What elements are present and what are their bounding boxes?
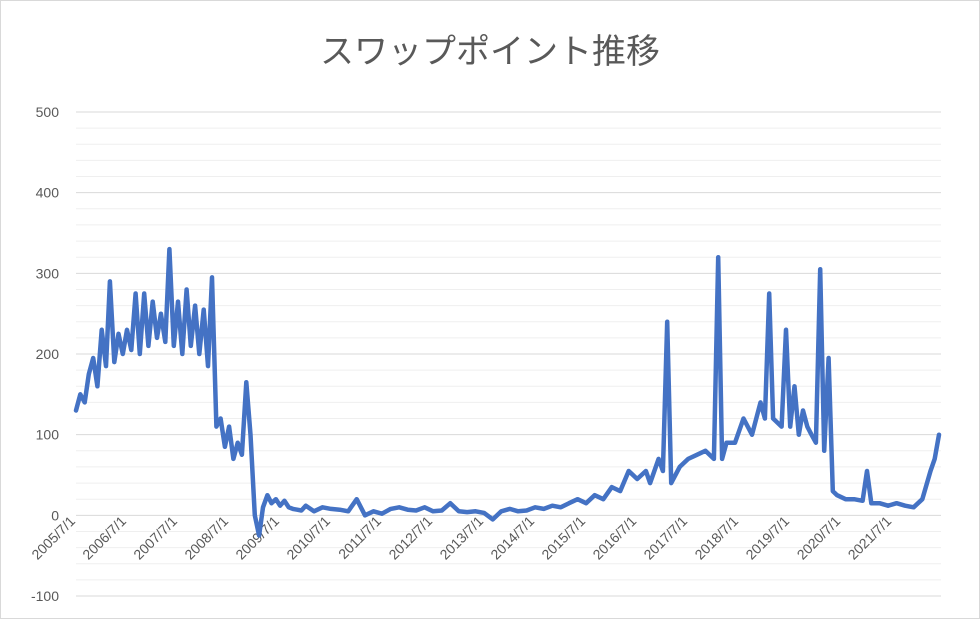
series-line	[73, 246, 942, 538]
x-tick-label: 2018/7/1	[691, 513, 741, 563]
x-tick-label: 2019/7/1	[742, 513, 792, 563]
series-layer	[73, 246, 942, 538]
x-axis-tick-labels: 2005/7/1 2006/7/1 2007/7/1 2008/7/1 2009/7/1…	[28, 513, 894, 563]
x-tick-label: 2015/7/1	[538, 513, 588, 563]
y-tick-label: 400	[36, 185, 60, 201]
y-tick-label: 0	[51, 507, 59, 523]
x-tick-label: 2011/7/1	[335, 513, 384, 562]
x-tick-label: 2016/7/1	[589, 513, 639, 563]
x-tick-label: 2010/7/1	[283, 513, 333, 563]
x-tick-label: 2021/7/1	[845, 513, 895, 563]
y-tick-label: 100	[36, 427, 60, 443]
x-tick-label: 2006/7/1	[79, 513, 129, 563]
x-tick-label: 2008/7/1	[181, 513, 231, 563]
x-tick-label: 2017/7/1	[640, 513, 690, 563]
chart-title: スワップポイント推移	[320, 32, 660, 72]
y-tick-label: -100	[31, 588, 59, 604]
x-tick-label: 2012/7/1	[385, 513, 435, 563]
x-tick-label: 2013/7/1	[436, 513, 486, 563]
y-tick-label: 500	[36, 104, 60, 120]
x-tick-label: 2007/7/1	[130, 513, 180, 563]
x-tick-label: 2020/7/1	[794, 513, 844, 563]
y-tick-label: 200	[36, 346, 60, 362]
y-axis-tick-labels: -100 0 100 200 300 400 500	[31, 104, 59, 604]
y-tick-label: 300	[36, 265, 60, 281]
